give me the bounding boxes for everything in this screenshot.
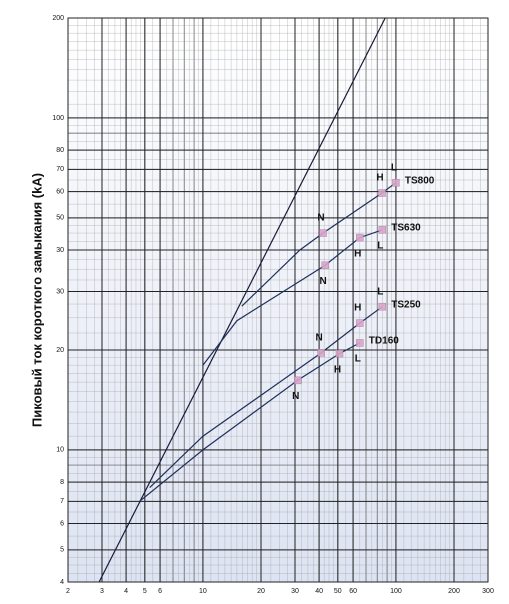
x-tick-label: 100: [390, 588, 402, 595]
marker: [293, 376, 302, 385]
y-tick-label: 20: [56, 347, 64, 354]
marker: [356, 319, 364, 327]
y-tick-label: 100: [52, 115, 64, 122]
x-tick-label: 3: [100, 588, 104, 595]
x-tick-label: 6: [158, 588, 162, 595]
x-tick-label: 50: [334, 588, 342, 595]
y-tick-label: 6: [60, 520, 64, 527]
y-tick-label: 5: [60, 547, 64, 554]
marker: [317, 349, 325, 357]
series-label: TS800: [405, 175, 435, 186]
marker-label: H: [354, 248, 361, 259]
marker: [356, 233, 364, 242]
y-tick-label: 4: [60, 579, 64, 586]
series-line: [98, 17, 386, 583]
series-label: TD160: [369, 336, 399, 347]
plot-background: [68, 18, 488, 582]
y-tick-label: 70: [56, 166, 64, 173]
marker-label: N: [292, 391, 299, 402]
marker-label: L: [377, 241, 383, 252]
series-label: TS630: [391, 223, 421, 234]
y-tick-label: 8: [60, 479, 64, 486]
series-label: TS250: [391, 299, 421, 310]
x-tick-label: 60: [349, 588, 357, 595]
y-tick-label: 200: [52, 15, 64, 22]
marker: [378, 189, 386, 197]
y-axis-label: Пиковый ток короткого замыкания (kA): [29, 173, 44, 427]
marker-label: L: [391, 162, 397, 173]
marker-label: L: [377, 286, 383, 297]
marker: [378, 302, 387, 311]
marker: [392, 178, 400, 187]
x-tick-label: 300: [482, 588, 494, 595]
y-tick-label: 80: [56, 147, 64, 154]
y-tick-label: 60: [56, 188, 64, 195]
y-tick-label: 30: [56, 288, 64, 295]
y-tick-label: 7: [60, 498, 64, 505]
marker: [319, 229, 327, 237]
x-tick-label: 5: [143, 588, 147, 595]
x-tick-label: 40: [315, 588, 323, 595]
marker: [378, 226, 387, 234]
x-tick-label: 200: [448, 588, 460, 595]
y-tick-label: 30: [56, 247, 64, 254]
x-tick-label: 20: [257, 588, 265, 595]
marker: [356, 339, 364, 347]
marker-label: L: [355, 354, 361, 365]
y-tick-label: 50: [56, 215, 64, 222]
x-tick-label: 4: [124, 588, 128, 595]
x-tick-label: 10: [199, 588, 207, 595]
marker: [321, 261, 329, 269]
marker-label: N: [317, 213, 324, 224]
x-tick-label: 2: [66, 588, 70, 595]
y-tick-label: 10: [56, 447, 64, 454]
grid: [67, 17, 489, 583]
marker-label: N: [316, 333, 323, 344]
marker-label: N: [320, 276, 327, 287]
marker-label: H: [334, 364, 341, 375]
marker-label: H: [376, 173, 383, 184]
x-tick-label: 30: [291, 588, 299, 595]
marker-label: H: [354, 303, 361, 314]
marker: [335, 349, 344, 358]
